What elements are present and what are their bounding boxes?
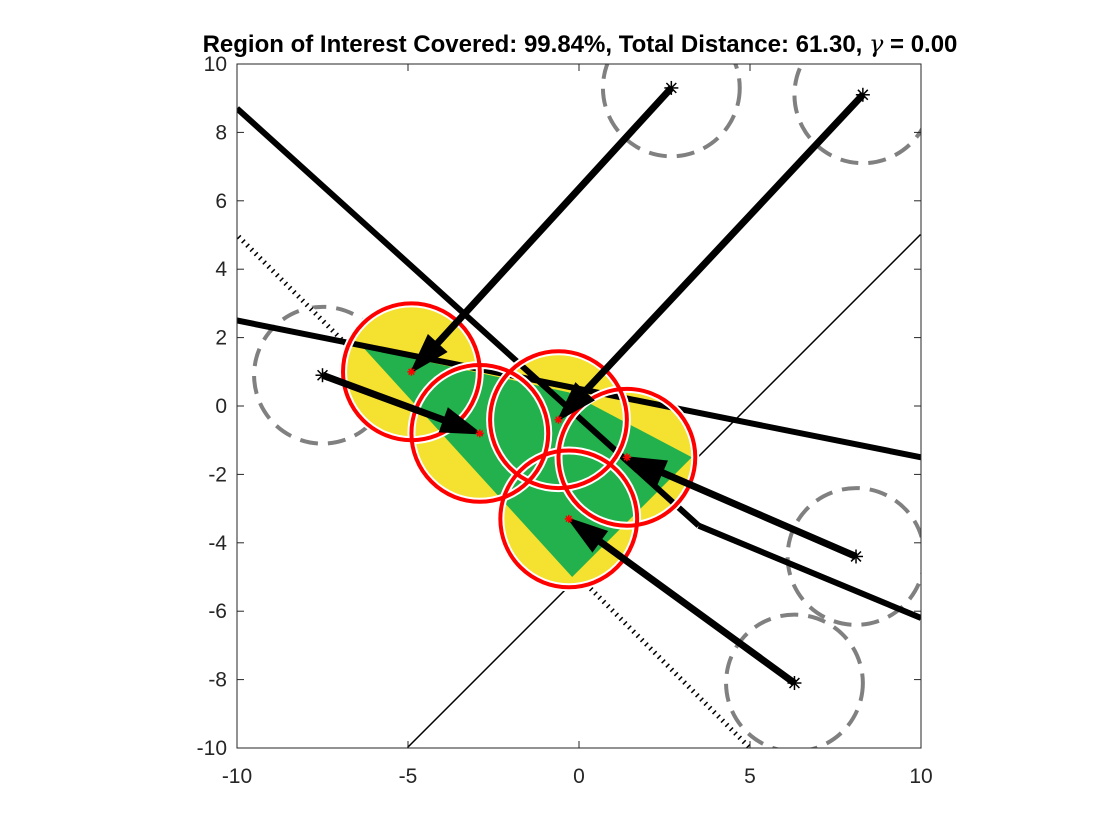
initial-position-marker-1: [855, 87, 870, 102]
sensor-ring-3: [556, 386, 698, 528]
movement-arrow-head-2: [438, 407, 483, 435]
chart-title: Region of Interest Covered: 99.84%, Tota…: [0, 30, 1120, 59]
x-tick-label: 0: [573, 765, 585, 788]
y-tick-label: 10: [204, 53, 227, 76]
y-tick-label: 2: [215, 327, 227, 350]
initial-position-marker-2: [315, 368, 330, 383]
movement-arrow-head-0: [409, 334, 448, 375]
x-tick-label: 5: [744, 765, 756, 788]
sensor-ring-4: [498, 448, 640, 590]
y-tick-label: -10: [197, 737, 227, 760]
movement-arrow-shaft-1: [581, 92, 866, 395]
initial-position-marker-3: [849, 549, 864, 564]
final-position-marker-4: [564, 514, 573, 523]
final-position-marker-0: [407, 367, 416, 376]
movement-arrow-head-1: [556, 382, 595, 423]
plot-area: [237, 64, 921, 748]
movement-arrow-shaft-4: [597, 538, 797, 686]
y-tick-label: 4: [215, 258, 227, 281]
boundary-line-0: [237, 106, 701, 528]
final-position-marker-1: [554, 415, 563, 424]
boundary-line-2: [697, 522, 921, 621]
tick-layer: -10 -5 0 5 10 -10 -8 -6 -4 -2 0 2 4 6 8 10: [197, 53, 933, 788]
sensor-ring-1: [488, 349, 629, 491]
gamma-symbol: γ: [869, 30, 884, 58]
y-tick-label: -2: [208, 463, 227, 486]
title-gamma-value: = 0.00: [883, 31, 958, 58]
initial-position-marker-0: [664, 80, 679, 95]
initial-circle-0: [600, 64, 742, 159]
initial-position-marker-4: [787, 676, 802, 691]
movement-arrow-head-4: [566, 516, 609, 553]
y-tick-label: -6: [208, 600, 227, 623]
y-tick-label: 8: [215, 121, 227, 144]
movement-arrow-shaft-3: [660, 469, 858, 560]
final-position-marker-2: [475, 429, 484, 438]
movement-arrow-shaft-2: [321, 371, 446, 424]
sensor-ring-2: [409, 362, 551, 504]
movement-arrow-shaft-0: [434, 85, 674, 347]
x-tick-label: 10: [909, 765, 932, 788]
initial-circle-3: [785, 486, 921, 627]
y-tick-label: -4: [208, 532, 227, 555]
title-text: Region of Interest Covered: 99.84%, Tota…: [202, 31, 869, 58]
y-tick-label: 6: [215, 190, 227, 213]
y-tick-label: -8: [208, 669, 227, 692]
x-tick-label: -10: [222, 765, 252, 788]
final-position-marker-3: [622, 453, 631, 462]
initial-circle-4: [724, 612, 865, 748]
movement-arrow-head-3: [623, 455, 668, 486]
y-tick-label: 0: [215, 395, 227, 418]
x-tick-label: -5: [399, 765, 418, 788]
